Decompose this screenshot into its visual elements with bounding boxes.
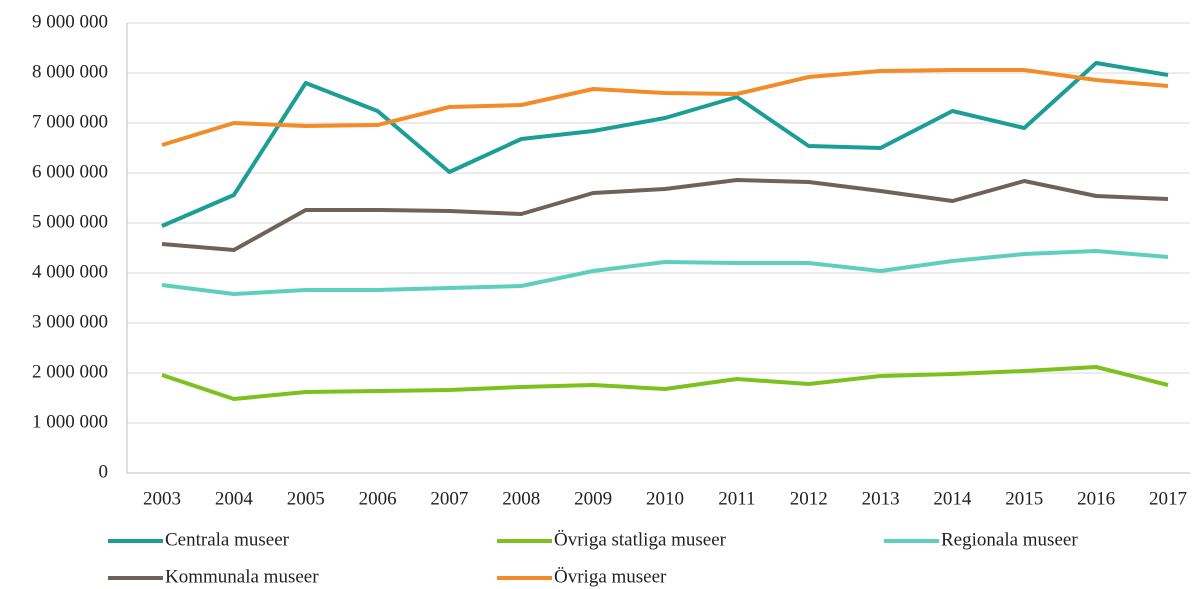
x-tick-label: 2017	[1149, 488, 1187, 509]
x-tick-label: 2009	[574, 488, 612, 509]
series-line	[161, 68, 1169, 147]
x-tick-label: 2013	[862, 488, 900, 509]
x-tick-label: 2010	[646, 488, 684, 509]
legend-label: Kommunala museer	[165, 566, 319, 587]
series-line	[161, 249, 1169, 296]
series-line	[161, 365, 1169, 401]
x-tick-label: 2004	[215, 488, 254, 509]
y-tick-label: 3 000 000	[32, 311, 108, 332]
x-tick-label: 2011	[718, 488, 755, 509]
y-tick-label: 1 000 000	[32, 411, 108, 432]
y-tick-label: 5 000 000	[32, 211, 108, 232]
x-tick-label: 2014	[933, 488, 972, 509]
y-tick-label: 0	[99, 461, 109, 482]
x-tick-label: 2015	[1005, 488, 1043, 509]
y-tick-label: 2 000 000	[32, 361, 108, 382]
x-tick-label: 2007	[430, 488, 468, 509]
x-tick-label: 2016	[1077, 488, 1115, 509]
legend-label: Övriga museer	[554, 566, 667, 587]
x-tick-label: 2006	[359, 488, 397, 509]
legend-label: Övriga statliga museer	[554, 529, 727, 550]
x-tick-label: 2012	[790, 488, 828, 509]
y-tick-label: 6 000 000	[32, 161, 108, 182]
legend-label: Centrala museer	[165, 529, 290, 550]
x-tick-label: 2003	[143, 488, 181, 509]
x-tick-label: 2008	[502, 488, 540, 509]
series-line	[161, 61, 1169, 228]
y-tick-label: 4 000 000	[32, 261, 108, 282]
y-tick-label: 8 000 000	[32, 61, 108, 82]
x-tick-label: 2005	[287, 488, 325, 509]
y-tick-label: 7 000 000	[32, 111, 108, 132]
legend-label: Regionala museer	[941, 529, 1078, 550]
y-tick-label: 9 000 000	[32, 11, 108, 32]
series-line	[161, 178, 1169, 252]
